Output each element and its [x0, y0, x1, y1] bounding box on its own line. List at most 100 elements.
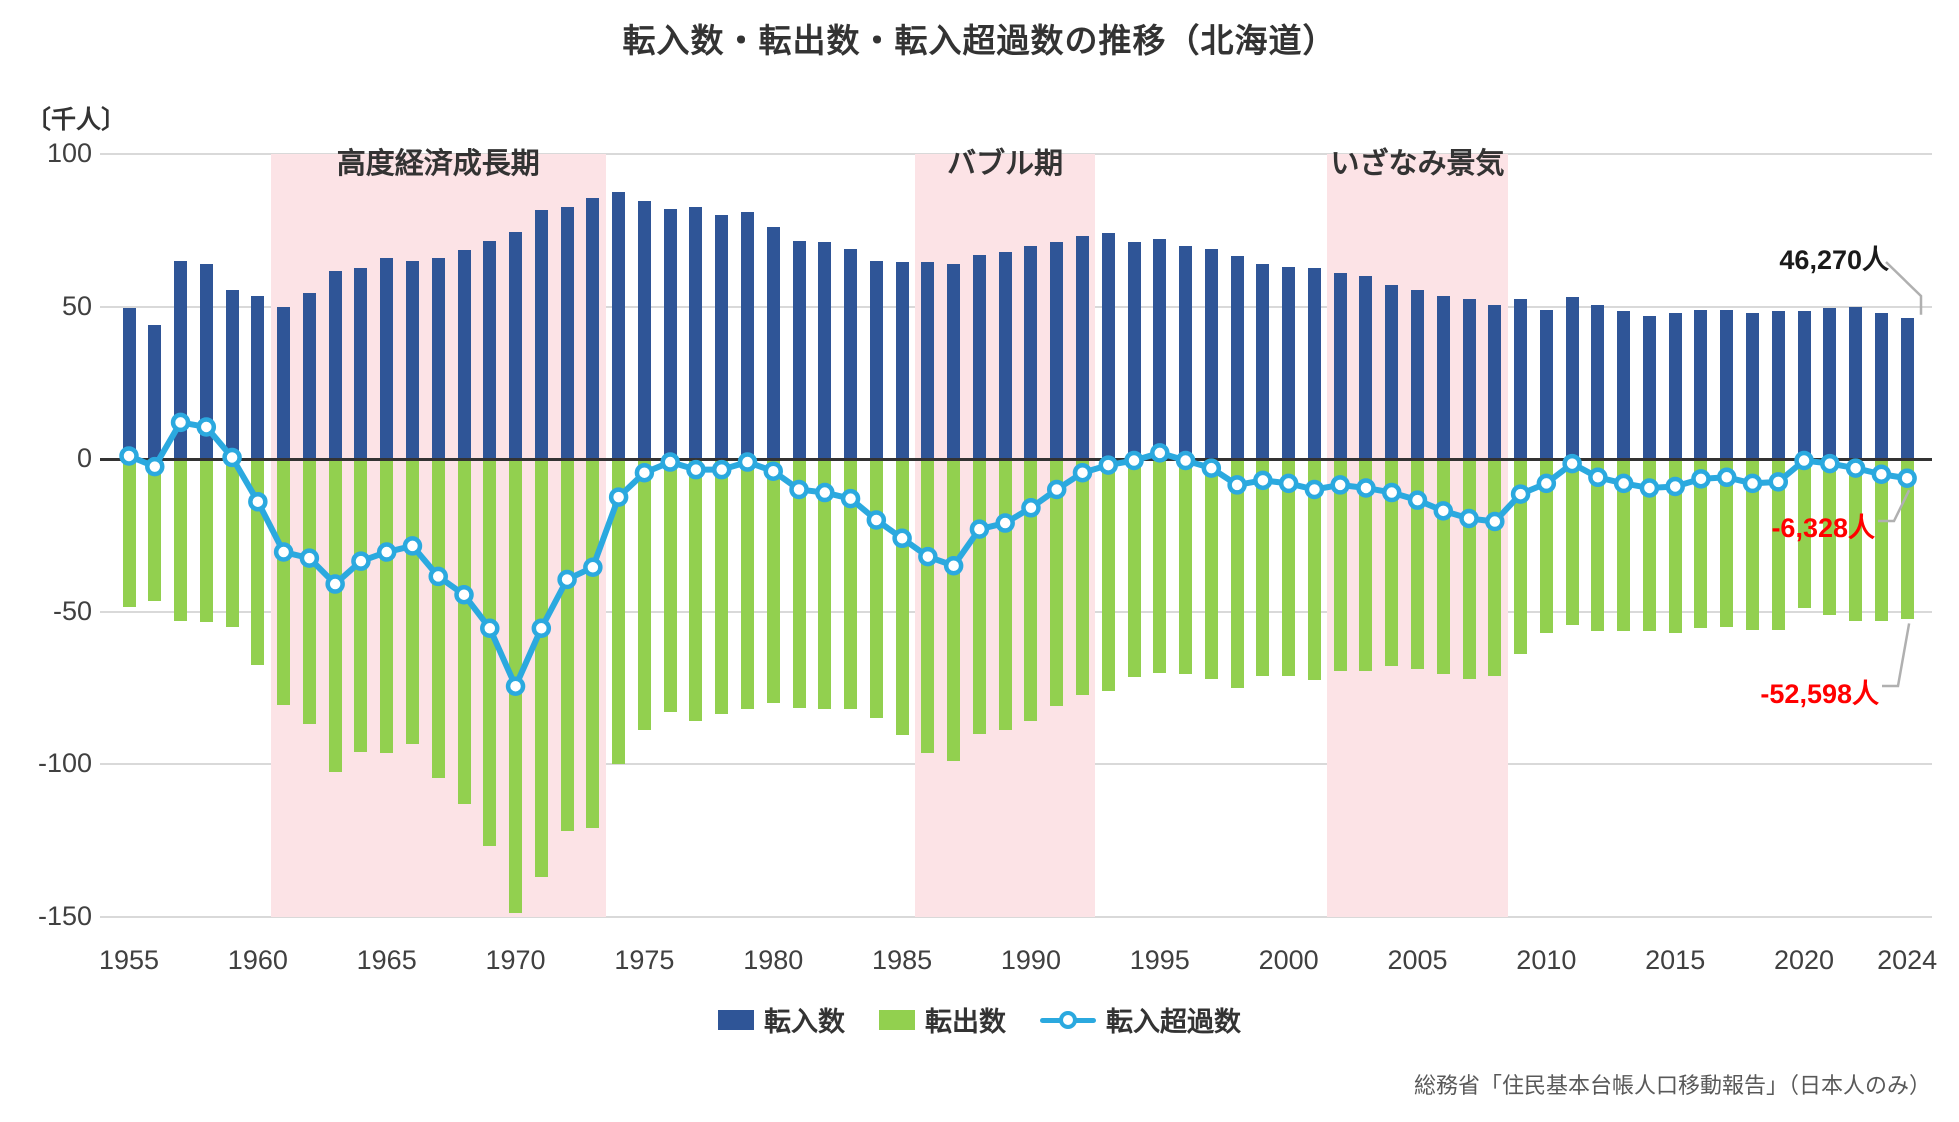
out-bar-1958 [199, 459, 213, 623]
out-bar-1974 [612, 459, 626, 764]
x-tick-label-1975: 1975 [614, 945, 675, 975]
legend-label-out: 転出数 [925, 1007, 1006, 1037]
out-bar-2023 [1874, 459, 1888, 621]
net-marker-1991 [1046, 479, 1067, 500]
out-bar-2022 [1849, 459, 1863, 621]
source-note: 総務省「住民基本台帳人口移動報告」（日本人のみ） [1413, 1073, 1931, 1098]
in-bar-1957 [174, 260, 188, 459]
annotation-in-latest: 46,270人 [1779, 245, 1889, 275]
x-tick-label-1960: 1960 [227, 945, 288, 975]
net-marker-1969 [480, 618, 500, 639]
in-bar-2000 [1282, 266, 1296, 459]
in-bar-1962 [302, 292, 316, 459]
in-bar-1958 [199, 263, 213, 459]
in-bar-2014 [1642, 315, 1656, 459]
in-bar-1979 [740, 211, 754, 459]
out-bar-2016 [1694, 459, 1708, 629]
x-tick-label-1965: 1965 [356, 945, 417, 975]
out-bar-1972 [560, 459, 574, 832]
net-marker-2002 [1330, 475, 1350, 495]
out-bar-1999 [1256, 459, 1270, 676]
net-marker-1989 [995, 513, 1015, 533]
net-marker-2000 [1278, 473, 1299, 494]
out-bar-1986 [921, 459, 935, 754]
out-bar-2018 [1746, 459, 1759, 630]
y-axis-unit-label: 〔千人〕 [26, 106, 127, 134]
net-marker-1968 [454, 584, 474, 605]
in-bar-1995 [1153, 239, 1167, 459]
x-tick-label-1970: 1970 [485, 945, 546, 975]
net-marker-1985 [892, 528, 912, 549]
out-bar-2011 [1565, 459, 1579, 626]
net-marker-2018 [1742, 473, 1763, 494]
in-bar-2009 [1514, 298, 1528, 459]
in-bar-2010 [1539, 309, 1553, 459]
out-bar-2015 [1668, 459, 1682, 633]
net-marker-2020 [1794, 450, 1814, 471]
net-marker-2016 [1691, 469, 1711, 489]
in-bar-2013 [1617, 311, 1631, 459]
net-marker-2001 [1304, 479, 1325, 500]
net-marker-1979 [737, 452, 758, 472]
net-marker-2003 [1356, 478, 1376, 498]
in-bar-2002 [1333, 272, 1347, 459]
out-bar-1956 [148, 459, 162, 601]
in-bar-1996 [1179, 245, 1193, 459]
legend-item-in: 転入数 [718, 1000, 845, 1039]
zero-axis-line [100, 457, 1932, 461]
out-bar-1961 [277, 459, 291, 705]
out-bar-1992 [1075, 459, 1089, 696]
in-bar-1955 [122, 308, 136, 459]
x-tick-label-1990: 1990 [1000, 945, 1061, 975]
out-bar-2004 [1385, 459, 1399, 667]
net-marker-2017 [1716, 467, 1737, 488]
in-bar-1998 [1230, 256, 1244, 459]
net-marker-1980 [763, 461, 783, 481]
out-bar-1997 [1204, 459, 1218, 679]
y-tick-label: 100 [46, 138, 92, 168]
in-bar-2021 [1823, 308, 1837, 459]
out-bar-1983 [844, 459, 858, 710]
in-bar-2007 [1462, 298, 1476, 459]
out-bar-1998 [1230, 459, 1244, 688]
net-marker-1984 [866, 510, 887, 530]
y-tick-label: 0 [76, 443, 92, 473]
annotation-out-latest: -52,598人 [1760, 679, 1879, 709]
annotation-net-latest: -6,328人 [1771, 513, 1875, 543]
net-marker-1958 [196, 417, 217, 437]
out-bar-1975 [637, 459, 651, 731]
in-bar-2015 [1668, 312, 1682, 459]
net-marker-1970 [505, 676, 526, 696]
out-bar-1994 [1127, 459, 1141, 678]
out-bar-2014 [1642, 459, 1656, 632]
net-marker-1971 [531, 618, 552, 639]
in-bar-1987 [947, 263, 961, 459]
net-marker-2009 [1510, 484, 1531, 504]
net-marker-1963 [325, 574, 345, 594]
y-tick-label: -50 [52, 595, 92, 626]
x-tick-label-1955: 1955 [98, 945, 160, 975]
out-bar-2017 [1720, 459, 1734, 627]
legend-item-net: 転入超過数 [1040, 1000, 1241, 1039]
x-tick-label-1995: 1995 [1129, 945, 1190, 975]
period-label-2: いざなみ景気 [1330, 148, 1505, 180]
net-marker-1981 [789, 479, 809, 500]
net-marker-1987 [943, 556, 964, 576]
in-bar-1956 [148, 324, 162, 459]
in-bar-1970 [509, 231, 523, 459]
y-tick-label: -150 [37, 900, 92, 931]
out-bar-2020 [1797, 459, 1811, 609]
net-marker-2010 [1536, 473, 1557, 494]
net-marker-1983 [840, 488, 861, 509]
net-marker-1976 [660, 452, 680, 472]
period-label-0: 高度経済成長期 [336, 148, 540, 180]
net-marker-2007 [1459, 508, 1479, 529]
out-bar-2009 [1514, 459, 1528, 655]
out-bar-2019 [1771, 459, 1785, 630]
in-bar-2011 [1565, 297, 1579, 459]
x-tick-label-1980: 1980 [743, 945, 804, 975]
out-bar-1980 [766, 459, 780, 703]
net-marker-1975 [634, 462, 655, 483]
in-bar-1989 [998, 251, 1012, 459]
